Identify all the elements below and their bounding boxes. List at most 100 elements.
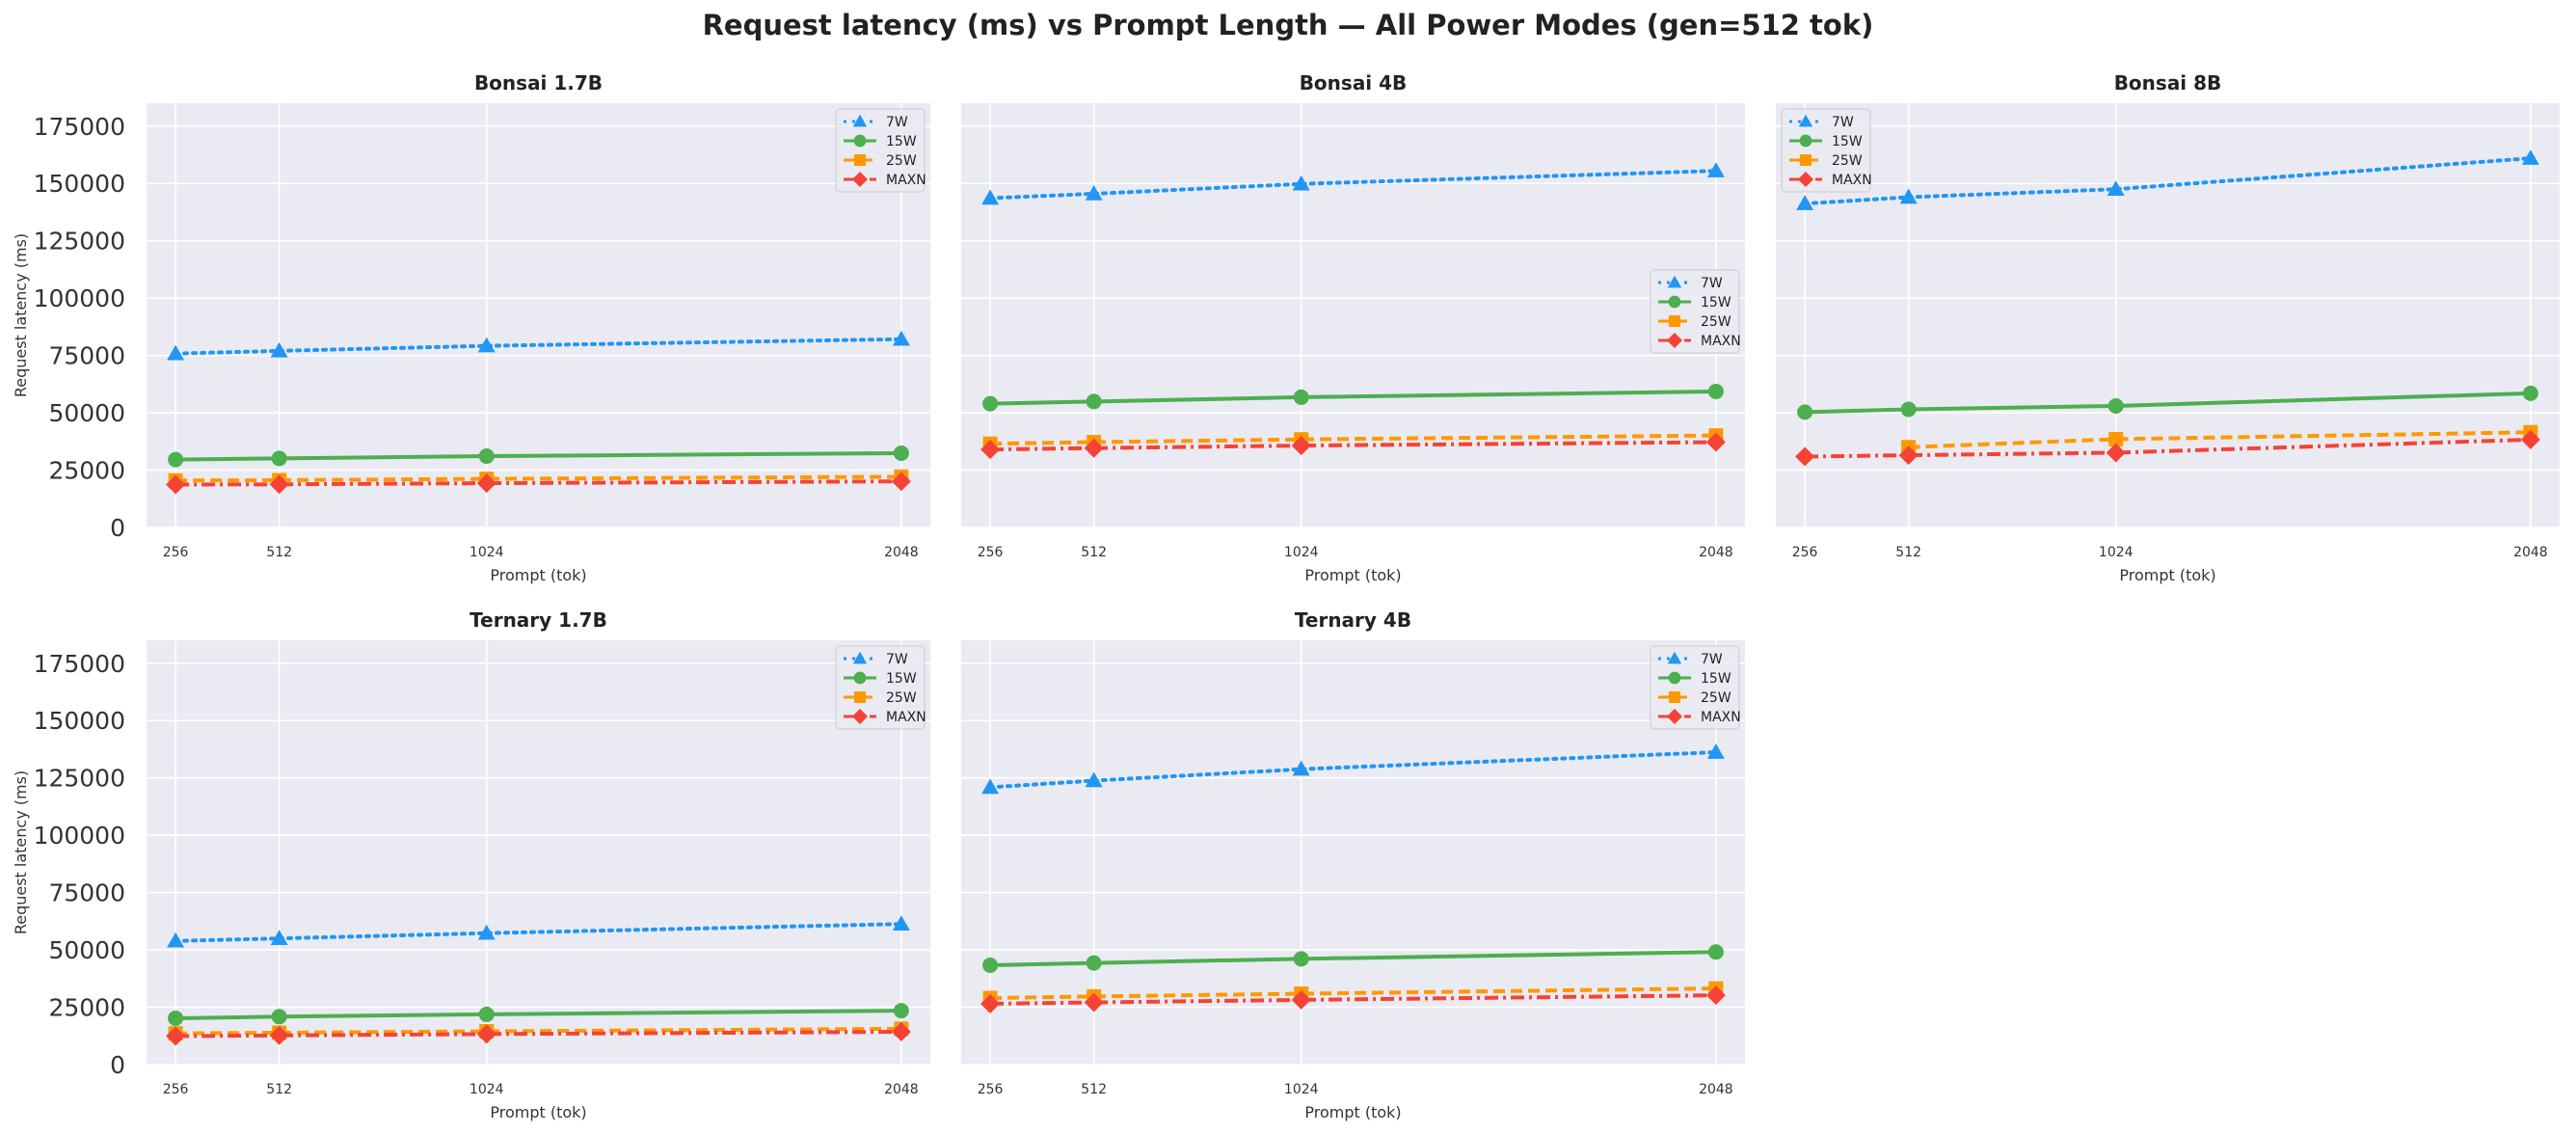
legend-box [835, 108, 926, 193]
legend-marker [1668, 295, 1681, 309]
data-point [1291, 989, 1311, 1010]
data-point [478, 448, 495, 465]
y-tick-label: 50000 [48, 399, 125, 427]
x-tick-label: 512 [1895, 545, 1921, 560]
legend-item-maxn: MAXN [1789, 172, 1872, 188]
panel-title: Ternary 4B [1295, 608, 1411, 632]
data-point [1898, 446, 1919, 466]
legend-label: 15W [886, 134, 917, 149]
y-tick-label: 0 [110, 1051, 125, 1079]
x-tick-label: 512 [1081, 1082, 1107, 1097]
legend-item-25w: 25W [1658, 690, 1731, 706]
legend-marker [852, 114, 868, 127]
series-15w [168, 445, 909, 468]
x-tick-label: 1024 [1284, 545, 1319, 560]
data-point [1086, 393, 1102, 410]
panel-title: Bonsai 4B [1300, 71, 1408, 94]
data-point [1797, 404, 1813, 420]
data-point [1705, 986, 1726, 1006]
legend-label: 25W [886, 153, 917, 169]
legend-box [835, 645, 926, 730]
y-tick-label: 75000 [48, 879, 125, 907]
data-point [166, 474, 186, 495]
legend: 7W 15W 25W MAXN [835, 108, 926, 193]
legend-label: 15W [1701, 295, 1731, 310]
legend: 7W 15W 25W MAXN [1781, 108, 1872, 193]
legend: 7W 15W 25W MAXN [1650, 269, 1741, 354]
x-tick-label: 2048 [884, 545, 919, 560]
y-tick-label: 25000 [48, 457, 125, 485]
legend-marker [853, 134, 867, 148]
data-point [271, 450, 287, 467]
legend-item-15w: 15W [844, 134, 917, 149]
panel-3: 256 512 1024 2048 Bonsai 8B Prompt (tok) 7W 15W… [1776, 71, 2560, 584]
data-point [477, 337, 496, 353]
series-15w [982, 944, 1724, 974]
panel-title: Bonsai 8B [2114, 71, 2222, 94]
y-tick-label: 75000 [48, 342, 125, 370]
data-point [1291, 436, 1311, 456]
series-7w [1796, 149, 2539, 210]
data-point [982, 395, 999, 412]
y-tick-label: 125000 [34, 228, 125, 256]
legend-marker [1798, 114, 1813, 127]
data-point [981, 778, 1000, 795]
legend-marker [1799, 134, 1812, 148]
x-axis-label: Prompt (tok) [2119, 566, 2215, 584]
legend-label: 25W [1701, 314, 1731, 330]
data-point [166, 1026, 186, 1046]
legend-marker [854, 154, 866, 166]
legend-marker [1668, 671, 1681, 685]
data-point [1795, 446, 1815, 467]
y-axis-label: Request latency (ms) [12, 233, 30, 397]
series-line [175, 1009, 901, 1020]
legend: 7W 15W 25W MAXN [1650, 645, 1741, 730]
x-axis-label: Prompt (tok) [490, 1103, 586, 1121]
series-7w [981, 743, 1725, 795]
legend-item-15w: 15W [844, 671, 917, 687]
legend-marker [1669, 691, 1680, 703]
legend-marker [1667, 651, 1682, 664]
data-point [2521, 149, 2539, 165]
legend-item-15w: 15W [1658, 295, 1731, 310]
legend-marker [1798, 172, 1813, 187]
data-point [2520, 429, 2540, 449]
data-point [168, 1010, 184, 1026]
x-tick-label: 512 [1081, 545, 1107, 560]
x-tick-label: 512 [266, 1082, 292, 1097]
series-15w [1797, 385, 2538, 420]
series-15w [168, 1003, 909, 1026]
x-tick-label: 1024 [2099, 545, 2133, 560]
series-line [175, 450, 901, 462]
data-point [1085, 771, 1103, 788]
panel-1: 0 25000 50000 75000 100000 125000 150000 175000… [12, 71, 930, 584]
series-line [990, 950, 1716, 968]
data-point [269, 1025, 289, 1045]
y-tick-label: 150000 [34, 170, 125, 198]
legend-marker [852, 172, 868, 187]
x-tick-label: 256 [163, 1082, 189, 1097]
y-tick-label: 25000 [48, 994, 125, 1022]
x-tick-label: 256 [1792, 545, 1818, 560]
x-tick-label: 256 [978, 545, 1004, 560]
panel-title: Bonsai 1.7B [474, 71, 603, 94]
legend-marker [853, 671, 867, 685]
legend-marker [852, 651, 868, 664]
legend-item-maxn: MAXN [1658, 709, 1741, 725]
x-tick-label: 1024 [1284, 1082, 1319, 1097]
data-point [1085, 184, 1103, 201]
data-point [893, 445, 909, 461]
legend-item-7w: 7W [1658, 651, 1723, 667]
series-line [988, 169, 1718, 201]
data-point [892, 330, 910, 346]
series-7w [167, 330, 910, 361]
legend-item-maxn: MAXN [844, 709, 926, 725]
data-point [1706, 162, 1725, 177]
x-tick-label: 256 [978, 1082, 1004, 1097]
legend-label: 7W [1832, 115, 1854, 130]
data-point [2106, 443, 2126, 463]
plot-area [961, 103, 1745, 527]
legend-label: MAXN [1832, 173, 1872, 188]
data-point [1084, 992, 1104, 1012]
data-point [478, 1006, 495, 1022]
